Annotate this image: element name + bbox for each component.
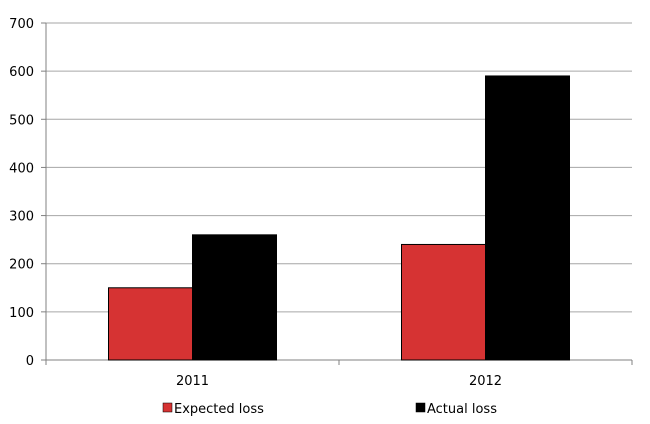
- legend-swatch-actual-loss: [415, 402, 426, 413]
- bar-actual-loss-2012: [485, 75, 570, 361]
- y-tick-label: 600: [9, 65, 34, 80]
- legend-label-expected-loss: Expected loss: [174, 402, 264, 417]
- y-tick-label: 0: [26, 354, 34, 369]
- bar-actual-loss-2011: [192, 234, 277, 361]
- bar-expected-loss-2011: [108, 287, 193, 361]
- x-tick-label: 2012: [469, 374, 502, 389]
- legend-label-actual-loss: Actual loss: [427, 402, 497, 417]
- y-tick-label: 500: [9, 113, 34, 128]
- legend-swatch-expected-loss: [162, 402, 173, 413]
- y-tick-label: 400: [9, 161, 34, 176]
- y-tick-label: 100: [9, 306, 34, 321]
- y-tick-label: 700: [9, 17, 34, 32]
- x-tick-label: 2011: [176, 374, 209, 389]
- y-tick-label: 200: [9, 258, 34, 273]
- y-tick-label: 300: [9, 210, 34, 225]
- bar-expected-loss-2012: [401, 243, 486, 361]
